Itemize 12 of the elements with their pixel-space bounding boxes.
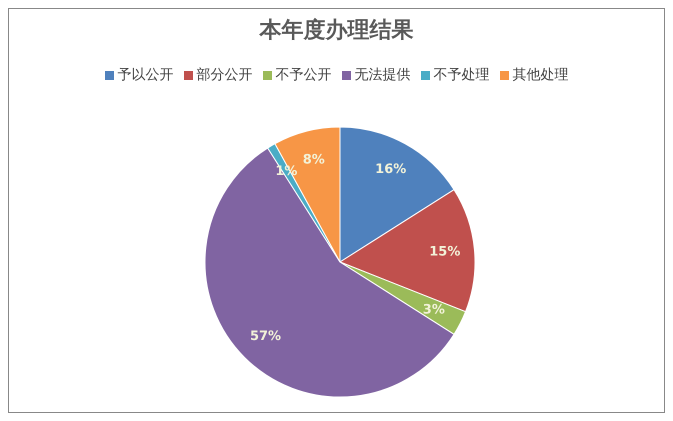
- legend-label: 其他处理: [512, 66, 568, 84]
- legend-label: 无法提供: [354, 66, 410, 84]
- data-label: 57%: [250, 328, 282, 344]
- data-label: 16%: [375, 162, 406, 178]
- legend-label: 部分公开: [196, 66, 252, 84]
- data-label: 15%: [429, 244, 460, 260]
- legend-label: 不予公开: [276, 66, 332, 84]
- legend-label: 不予处理: [434, 66, 490, 84]
- chart-title: 本年度办理结果: [258, 16, 414, 45]
- legend-label: 予以公开: [118, 66, 174, 84]
- data-label: 3%: [422, 302, 445, 318]
- data-label: 8%: [302, 152, 325, 168]
